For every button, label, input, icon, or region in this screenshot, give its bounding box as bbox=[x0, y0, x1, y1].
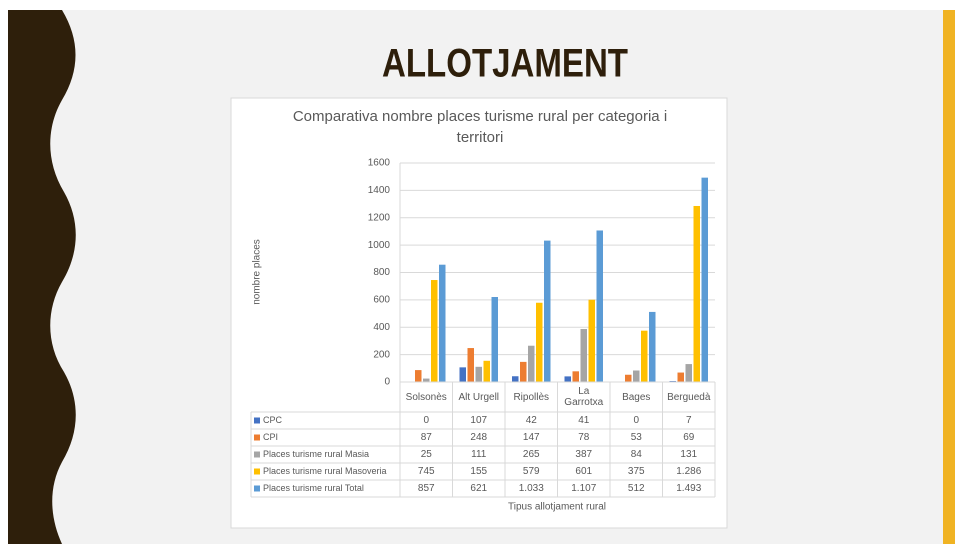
x-tick-label: Berguedà bbox=[667, 391, 711, 403]
table-cell: 1.286 bbox=[676, 466, 701, 477]
legend-key bbox=[254, 451, 260, 458]
bar bbox=[439, 264, 446, 382]
y-tick-label: 1200 bbox=[368, 212, 391, 223]
y-axis-label: nombre places bbox=[252, 239, 263, 305]
table-cell: 1.033 bbox=[519, 483, 544, 494]
table-cell: 375 bbox=[628, 466, 645, 477]
table-cell: 107 bbox=[470, 415, 487, 426]
legend-key bbox=[254, 485, 260, 492]
x-tick-label: La Garrotxa bbox=[564, 386, 604, 408]
wave-strip bbox=[8, 10, 76, 544]
bar bbox=[580, 329, 587, 382]
bar bbox=[483, 360, 490, 382]
bar bbox=[588, 299, 595, 382]
legend-key bbox=[254, 434, 260, 441]
bar bbox=[685, 364, 692, 382]
legend-label: Places turisme rural Total bbox=[263, 483, 364, 493]
x-tick-label-box: La Garrotxa bbox=[564, 386, 604, 408]
chart-title-box: Comparativa nombre places turisme rural … bbox=[292, 108, 668, 146]
slide-title: ALLOTJAMENT bbox=[382, 42, 628, 86]
table-cell: 53 bbox=[631, 432, 643, 443]
legend-key bbox=[254, 468, 260, 475]
bar bbox=[544, 240, 551, 382]
x-tick-label-box: Solsonès bbox=[405, 391, 447, 403]
bar bbox=[625, 374, 632, 382]
y-tick-label: 0 bbox=[384, 377, 390, 388]
y-tick-label: 800 bbox=[373, 267, 390, 278]
bar bbox=[633, 370, 640, 382]
table-cell: 25 bbox=[421, 449, 433, 460]
x-tick-label-box: Alt Urgell bbox=[458, 391, 500, 403]
table-cell: 78 bbox=[578, 432, 590, 443]
bar bbox=[459, 367, 466, 382]
table-cell: 265 bbox=[523, 449, 540, 460]
accent-bar bbox=[943, 10, 955, 544]
table-cell: 857 bbox=[418, 483, 435, 494]
table-cell: 147 bbox=[523, 432, 540, 443]
bar bbox=[693, 205, 700, 382]
table-cell: 512 bbox=[628, 483, 645, 494]
chart-title: Comparativa nombre places turisme rural … bbox=[292, 108, 668, 146]
table-cell: 601 bbox=[575, 466, 592, 477]
y-tick-label: 200 bbox=[373, 349, 390, 360]
y-tick-label: 1400 bbox=[368, 185, 391, 196]
bar bbox=[701, 177, 708, 382]
table-cell: 42 bbox=[526, 415, 538, 426]
bar bbox=[564, 376, 571, 382]
table-cell: 111 bbox=[471, 449, 487, 460]
legend-label: CPC bbox=[263, 415, 283, 425]
table-cell: 0 bbox=[633, 415, 639, 426]
bar bbox=[596, 230, 603, 382]
bar bbox=[491, 297, 498, 382]
x-tick-label: Alt Urgell bbox=[458, 391, 500, 403]
y-tick-label: 400 bbox=[373, 322, 390, 333]
legend-label: Places turisme rural Masoveria bbox=[263, 466, 387, 476]
table-cell: 248 bbox=[470, 432, 487, 443]
x-tick-label-box: Ripollès bbox=[513, 391, 550, 403]
x-axis-label: Tipus allotjament rural bbox=[508, 502, 606, 513]
bar bbox=[641, 330, 648, 382]
table-cell: 621 bbox=[470, 483, 487, 494]
x-tick-label: Solsonès bbox=[405, 391, 447, 403]
table-cell: 69 bbox=[683, 432, 695, 443]
table-cell: 155 bbox=[470, 466, 487, 477]
table-cell: 1.107 bbox=[571, 483, 596, 494]
table-cell: 745 bbox=[418, 466, 435, 477]
bar bbox=[677, 372, 684, 382]
table-cell: 0 bbox=[423, 415, 429, 426]
bar bbox=[423, 378, 430, 382]
y-tick-label: 1600 bbox=[368, 158, 391, 169]
bar bbox=[415, 370, 422, 382]
bar bbox=[649, 311, 656, 382]
table-cell: 87 bbox=[421, 432, 433, 443]
table-cell: 41 bbox=[578, 415, 590, 426]
legend-label: Places turisme rural Masia bbox=[263, 449, 369, 459]
legend-label: CPI bbox=[263, 432, 278, 442]
y-tick-label: 600 bbox=[373, 295, 390, 306]
bar bbox=[431, 280, 438, 382]
table-cell: 579 bbox=[523, 466, 540, 477]
table-cell: 7 bbox=[686, 415, 692, 426]
x-tick-label: Ripollès bbox=[513, 391, 550, 403]
legend-key bbox=[254, 417, 260, 424]
table-cell: 387 bbox=[575, 449, 592, 460]
bar bbox=[512, 376, 519, 382]
bar bbox=[520, 361, 527, 382]
chart-frame bbox=[230, 97, 728, 529]
y-tick-label: 1000 bbox=[368, 240, 391, 251]
bar bbox=[475, 366, 482, 382]
bar bbox=[528, 345, 535, 382]
bar bbox=[572, 371, 579, 382]
table-cell: 1.493 bbox=[676, 483, 701, 494]
x-tick-label-box: Berguedà bbox=[667, 391, 711, 403]
bar bbox=[467, 348, 474, 382]
table-cell: 84 bbox=[631, 449, 643, 460]
table-cell: 131 bbox=[680, 449, 697, 460]
x-tick-label-box: Bages bbox=[622, 391, 651, 403]
bar bbox=[536, 302, 543, 382]
x-tick-label: Bages bbox=[622, 391, 651, 403]
